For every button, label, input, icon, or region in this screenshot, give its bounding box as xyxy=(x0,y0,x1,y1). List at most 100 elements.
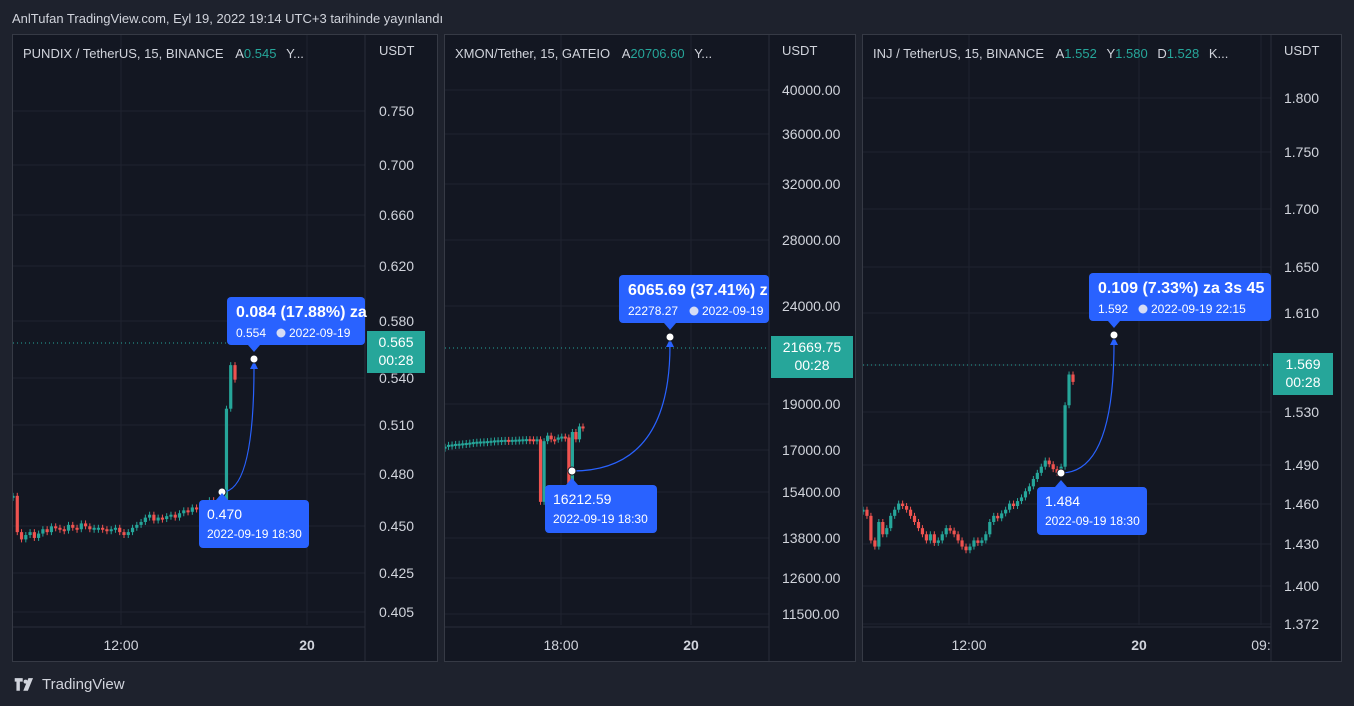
chart-canvas[interactable]: USDT 1.800 1.750 1.700 1.650 1.610 1.530 1.490 1… xyxy=(863,35,1342,662)
candle xyxy=(13,495,15,498)
measure-end-dot xyxy=(665,332,675,342)
candle xyxy=(233,365,237,380)
candle xyxy=(229,365,233,409)
footer-brand-label: TradingView xyxy=(42,676,125,693)
legend-value-y: 1.580 xyxy=(1115,46,1148,61)
candle xyxy=(897,503,901,510)
candle xyxy=(1047,460,1051,465)
candle xyxy=(118,527,122,533)
legend-value-y: ... xyxy=(293,46,304,61)
price-tick-label: 1.800 xyxy=(1284,90,1319,106)
candle xyxy=(92,527,96,530)
candle xyxy=(956,534,960,541)
candle xyxy=(113,527,118,530)
candle xyxy=(538,439,543,502)
measure-arrowhead xyxy=(250,361,258,369)
price-tick-label: 24000.00 xyxy=(782,298,841,314)
candle xyxy=(471,442,475,445)
time-tick-label: 20 xyxy=(1131,637,1147,653)
chart-canvas[interactable]: USDT 40000.00 36000.00 32000.00 28000.00 2400… xyxy=(445,35,856,662)
gridlines xyxy=(445,35,769,625)
candle xyxy=(869,515,873,541)
measure-arrowhead xyxy=(666,339,674,347)
chart-panel-inj[interactable]: USDT 1.800 1.750 1.700 1.650 1.610 1.530 1.490 1… xyxy=(862,34,1342,662)
measure-curve xyxy=(1060,342,1115,474)
legend-value-a: 20706.60 xyxy=(630,46,685,61)
candle xyxy=(500,440,504,443)
candle xyxy=(143,517,147,522)
candle xyxy=(152,514,156,521)
price-tick-label: 28000.00 xyxy=(782,232,841,248)
candle xyxy=(873,540,877,547)
candle xyxy=(468,442,472,445)
candle xyxy=(542,441,546,502)
chart-panel-xmon[interactable]: USDT 40000.00 36000.00 32000.00 28000.00 2400… xyxy=(444,34,856,662)
start-tag-pointer xyxy=(1055,480,1067,487)
candle xyxy=(478,441,482,444)
currency-label: USDT xyxy=(1284,43,1319,58)
candle xyxy=(1039,466,1043,473)
legend-value-a: 0.545 xyxy=(243,46,277,61)
candle xyxy=(1000,513,1004,519)
candle xyxy=(944,528,948,535)
measure-curve xyxy=(221,366,255,493)
start-tag-pointer xyxy=(216,493,228,500)
candle xyxy=(980,540,984,543)
candle xyxy=(169,514,173,517)
candle xyxy=(912,515,917,522)
candle xyxy=(510,439,514,442)
measure-change: 0.084 (17.88%) za xyxy=(236,304,367,321)
candle xyxy=(41,529,45,534)
candle xyxy=(130,527,135,533)
price-tick-label: 0.480 xyxy=(379,466,414,482)
candle xyxy=(1067,374,1071,406)
time-tick-label: 12:00 xyxy=(103,637,138,653)
legend-value-y: ... xyxy=(701,46,713,61)
gridlines xyxy=(863,35,1271,625)
price-tick-label: 15400.00 xyxy=(782,484,841,500)
candle xyxy=(109,529,113,532)
candle xyxy=(1023,491,1028,498)
candle xyxy=(865,509,869,516)
candle xyxy=(182,510,186,514)
chart-panel-pundix[interactable]: USDT 0.750 0.700 0.660 0.620 0.580 0.540 0.510 0… xyxy=(12,34,438,662)
candle xyxy=(928,534,932,541)
price-tick-label: 0.620 xyxy=(379,258,414,274)
candle xyxy=(535,439,539,442)
start-price: 1.484 xyxy=(1045,493,1080,509)
candle xyxy=(1027,486,1032,492)
last-price-countdown: 00:28 xyxy=(1285,374,1320,390)
candle xyxy=(517,439,521,442)
currency-label: USDT xyxy=(782,43,817,58)
legend-value-d: 1.528 xyxy=(1166,46,1200,61)
candle xyxy=(549,435,553,440)
candle xyxy=(28,532,32,536)
candle xyxy=(992,515,996,522)
candle xyxy=(49,526,54,533)
footer-brand[interactable]: TradingView xyxy=(12,676,125,693)
end-date: 2022-09-19 xyxy=(702,304,764,318)
chart-canvas[interactable]: USDT 0.750 0.700 0.660 0.620 0.580 0.540 0.510 0… xyxy=(13,35,438,662)
candle xyxy=(936,540,940,543)
candle xyxy=(54,526,58,529)
candle xyxy=(32,532,36,538)
candle xyxy=(1071,374,1075,382)
candle xyxy=(863,509,865,512)
candle xyxy=(1035,472,1039,479)
candle xyxy=(1031,478,1035,487)
symbol-legend: XMON/Tether, 15, GATEIO A20706.60 Y... xyxy=(455,46,712,61)
clock-icon xyxy=(1138,304,1148,314)
legend-value-k: ... xyxy=(1217,46,1229,61)
candle xyxy=(165,516,169,520)
last-price-badge xyxy=(771,336,853,378)
candle xyxy=(101,527,105,530)
candle xyxy=(45,529,49,533)
candle xyxy=(177,513,182,518)
time-tick-label: 09: xyxy=(1251,637,1270,653)
price-tick-label: 1.460 xyxy=(1284,496,1319,512)
candle xyxy=(160,517,165,520)
candle xyxy=(496,440,500,443)
candle xyxy=(531,439,536,442)
candle xyxy=(1011,503,1016,507)
price-tick-label: 1.650 xyxy=(1284,259,1319,275)
